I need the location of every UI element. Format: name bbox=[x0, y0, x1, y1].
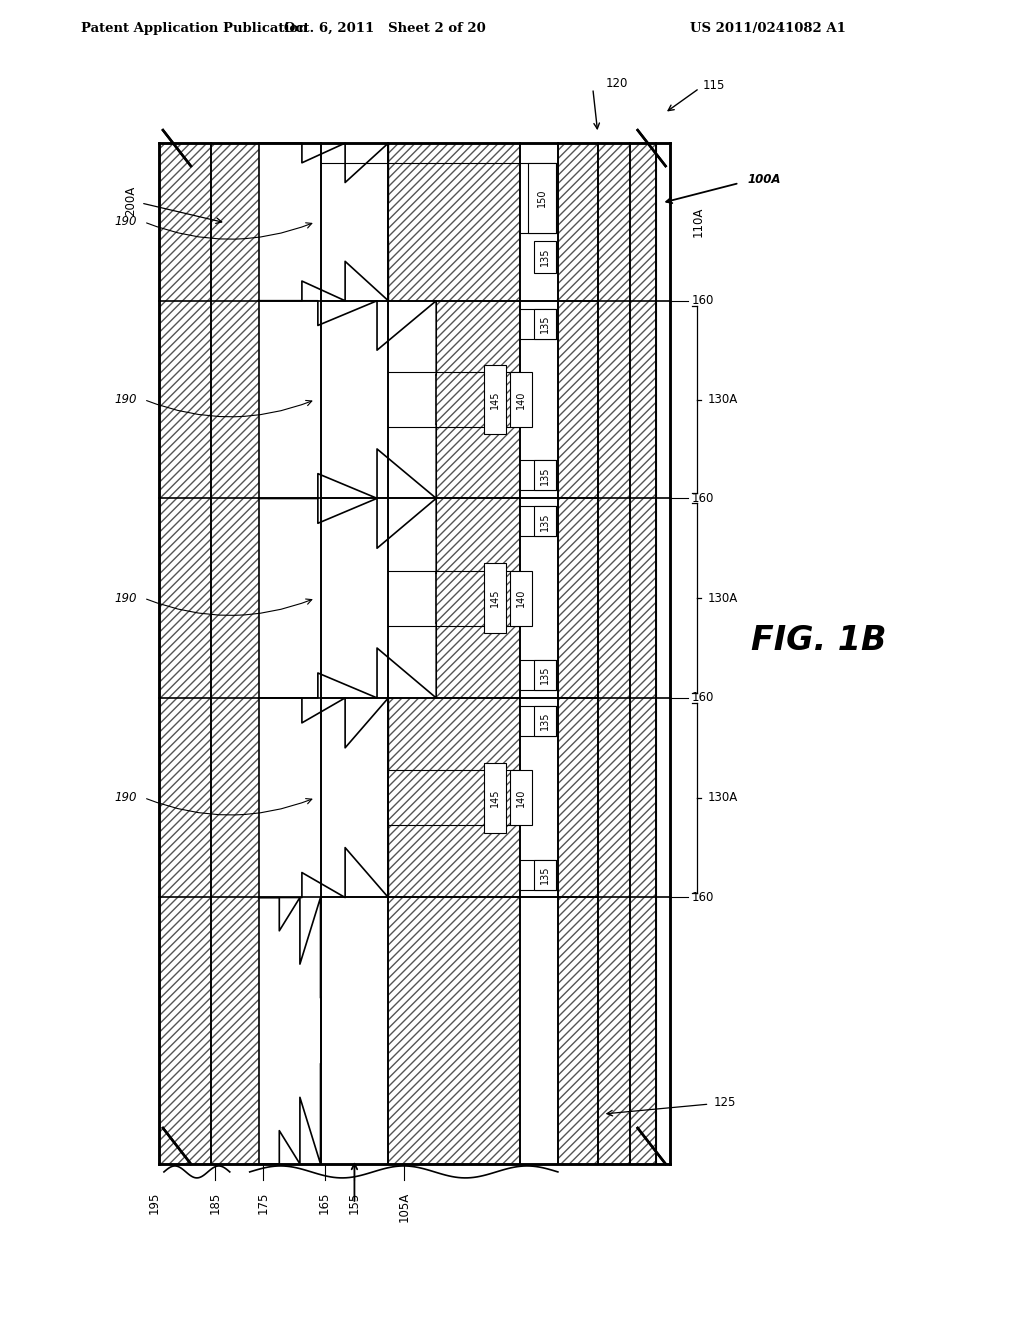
Bar bbox=[655, 143, 670, 1164]
Text: 130A: 130A bbox=[708, 393, 737, 407]
Bar bbox=[534, 240, 556, 273]
Bar bbox=[534, 507, 556, 536]
Text: 190: 190 bbox=[115, 393, 137, 407]
Text: 150: 150 bbox=[537, 189, 547, 207]
Text: 130A: 130A bbox=[708, 791, 737, 804]
Text: 100A: 100A bbox=[748, 173, 781, 186]
Text: 130A: 130A bbox=[708, 591, 737, 605]
Bar bbox=[321, 143, 388, 1164]
Bar bbox=[484, 763, 506, 833]
Text: 135: 135 bbox=[540, 466, 550, 484]
Text: 140: 140 bbox=[516, 391, 526, 409]
Text: Patent Application Publication: Patent Application Publication bbox=[81, 22, 308, 34]
Text: 145: 145 bbox=[490, 788, 500, 807]
Bar bbox=[259, 301, 436, 499]
Bar bbox=[510, 372, 531, 426]
Bar bbox=[520, 143, 558, 1164]
Text: 145: 145 bbox=[490, 391, 500, 409]
Bar bbox=[558, 143, 598, 1164]
Bar bbox=[534, 309, 556, 339]
Bar bbox=[159, 143, 211, 1164]
Bar bbox=[259, 301, 436, 499]
Text: Oct. 6, 2011   Sheet 2 of 20: Oct. 6, 2011 Sheet 2 of 20 bbox=[285, 22, 486, 34]
Bar bbox=[598, 143, 655, 1164]
Text: 160: 160 bbox=[691, 294, 714, 308]
Text: 135: 135 bbox=[540, 866, 550, 884]
Text: 185: 185 bbox=[208, 1192, 221, 1214]
Bar bbox=[259, 499, 436, 698]
Text: 135: 135 bbox=[540, 314, 550, 333]
Bar bbox=[259, 698, 388, 898]
Bar bbox=[259, 898, 321, 1164]
Text: 145: 145 bbox=[490, 589, 500, 607]
Bar bbox=[259, 698, 388, 898]
Bar bbox=[211, 143, 321, 1164]
Text: 135: 135 bbox=[540, 711, 550, 730]
Bar bbox=[510, 771, 531, 825]
Bar bbox=[259, 143, 388, 301]
Text: 195: 195 bbox=[147, 1192, 161, 1214]
Bar bbox=[259, 898, 321, 1164]
Text: 190: 190 bbox=[115, 791, 137, 804]
Bar bbox=[259, 143, 388, 301]
Text: 115: 115 bbox=[702, 79, 725, 91]
Bar bbox=[510, 570, 531, 626]
Text: 175: 175 bbox=[256, 1192, 269, 1214]
Text: 135: 135 bbox=[540, 248, 550, 267]
Bar bbox=[528, 164, 556, 232]
Text: 160: 160 bbox=[691, 891, 714, 904]
Text: 140: 140 bbox=[516, 589, 526, 607]
Bar bbox=[534, 859, 556, 890]
Text: 110A: 110A bbox=[691, 207, 705, 238]
Text: 160: 160 bbox=[691, 692, 714, 705]
Bar bbox=[534, 461, 556, 490]
Text: FIG. 1B: FIG. 1B bbox=[752, 623, 887, 656]
Text: 190: 190 bbox=[115, 215, 137, 228]
Text: 125: 125 bbox=[714, 1096, 736, 1109]
Text: 135: 135 bbox=[540, 512, 550, 531]
Text: 140: 140 bbox=[516, 788, 526, 807]
Text: 165: 165 bbox=[318, 1192, 331, 1214]
Text: 105A: 105A bbox=[397, 1192, 411, 1222]
Bar bbox=[259, 499, 436, 698]
Bar bbox=[388, 143, 520, 1164]
Bar bbox=[484, 364, 506, 434]
Bar bbox=[484, 564, 506, 634]
Text: 135: 135 bbox=[540, 665, 550, 684]
Text: 155: 155 bbox=[348, 1192, 360, 1214]
Bar bbox=[534, 706, 556, 735]
Text: 190: 190 bbox=[115, 591, 137, 605]
Text: US 2011/0241082 A1: US 2011/0241082 A1 bbox=[689, 22, 846, 34]
Text: 160: 160 bbox=[691, 492, 714, 504]
Bar bbox=[534, 660, 556, 690]
Text: 200A: 200A bbox=[124, 186, 137, 216]
Text: 120: 120 bbox=[606, 77, 628, 90]
